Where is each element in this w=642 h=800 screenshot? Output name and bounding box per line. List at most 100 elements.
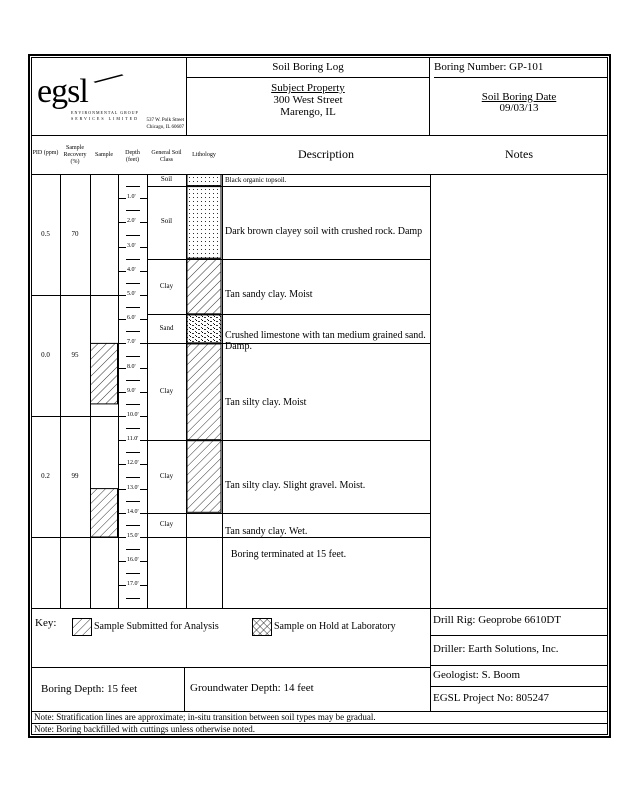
soil-class: Clay [159, 386, 174, 395]
soil-class: Clay [159, 471, 174, 480]
depth-tick [118, 295, 126, 296]
recovery-value: 70 [71, 229, 79, 238]
boring-date: Soil Boring Date 09/03/13 [430, 78, 608, 135]
layer-boundary [147, 512, 430, 514]
logo-line1: ENVIRONMENTAL GROUP [71, 110, 139, 115]
depth-label: 1.0' [126, 194, 137, 201]
depth-label: 15.0' [126, 533, 140, 539]
depth-tick [126, 403, 140, 405]
depth-tick [118, 391, 126, 393]
interval-line [31, 416, 118, 417]
address-line-1: 300 West Street [273, 94, 343, 106]
project-number: EGSL Project No: 805247 [433, 692, 549, 704]
col-depth: Depth (feet) [125, 150, 140, 163]
layer-description: Tan silty clay. Moist [225, 396, 307, 408]
outer-frame [28, 54, 611, 738]
depth-label: 14.0' [126, 508, 140, 515]
lithology-dots [186, 186, 222, 259]
key-divider [31, 608, 608, 609]
date-label: Soil Boring Date [481, 91, 557, 103]
depth-tick [126, 355, 140, 357]
key-submitted-swatch [72, 618, 92, 636]
depth-tick [140, 198, 147, 200]
soil-class: Clay [159, 519, 174, 528]
depth-tick [118, 488, 126, 490]
interval-line [31, 537, 118, 538]
depth-tick [140, 537, 147, 538]
log-title: Soil Boring Log [187, 57, 430, 78]
layer-description: Crushed limestone with tan medium graine… [225, 330, 426, 353]
column-line [90, 174, 91, 608]
depth-tick [118, 270, 126, 272]
depth-tick [140, 512, 147, 514]
info-divider [430, 608, 431, 712]
drill-rig: Drill Rig: Geoprobe 6610DT [433, 614, 562, 626]
depth-label: 13.0' [126, 484, 140, 491]
boring-number: Boring Number: GP-101 [434, 57, 608, 78]
depth-label: 2.0' [126, 218, 137, 225]
depth-label: 17.0' [126, 581, 140, 588]
depth-tick [118, 440, 126, 442]
lithology-hatch [186, 258, 222, 315]
column-line [60, 174, 61, 608]
note-2: Note: Boring backfilled with cuttings un… [34, 724, 255, 734]
row-line [31, 667, 430, 668]
key-hold-swatch [252, 618, 272, 636]
depth-tick [118, 319, 126, 321]
soil-class: Soil [160, 175, 173, 184]
depth-tick [126, 573, 140, 575]
logo-block: egsl ⟋ ENVIRONMENTAL GROUP SERVICES LIMI… [31, 57, 187, 135]
layer-boundary [147, 440, 430, 442]
depth-label: 8.0' [126, 363, 137, 370]
depth-tick [118, 416, 126, 417]
layer-description: Tan silty clay. Slight gravel. Moist. [225, 480, 366, 492]
col-notes: Notes [505, 147, 533, 161]
row-line [430, 665, 608, 666]
recovery-value: 99 [71, 471, 79, 480]
depth-tick [126, 258, 140, 260]
inner-frame [31, 57, 608, 735]
column-line [222, 174, 223, 608]
key-label: Key: [35, 617, 57, 629]
column-header-divider [31, 174, 608, 175]
column-line [186, 174, 187, 608]
soil-class: Soil [160, 217, 173, 226]
groundwater-depth: Groundwater Depth: 14 feet [190, 682, 314, 694]
depth-label: 16.0' [126, 557, 140, 564]
recovery-value: 95 [71, 350, 79, 359]
depth-label: 12.0' [126, 460, 140, 467]
depth-tick [140, 270, 147, 272]
depth-label: 3.0' [126, 242, 137, 249]
layer-boundary [147, 314, 430, 316]
depth-tick [126, 549, 140, 551]
depth-tick [126, 186, 140, 188]
column-line [430, 174, 431, 608]
depth-tick [140, 440, 147, 442]
depth-tick [140, 295, 147, 296]
depth-label: 6.0' [126, 315, 137, 322]
depth-tick [126, 331, 140, 333]
depth-tick [140, 416, 147, 417]
layer-description: Tan sandy clay. Moist [225, 289, 313, 301]
lithology-hatch [186, 440, 222, 513]
sample-submitted-mark [90, 488, 118, 538]
depth-tick [126, 428, 140, 430]
subject-label: Subject Property [271, 82, 345, 94]
pid-value: 0.2 [41, 471, 50, 480]
depth-tick [126, 282, 140, 284]
layer-description: Tan sandy clay. Wet. [225, 526, 308, 538]
col-description: Description [298, 147, 354, 161]
lithology-hatch [186, 343, 222, 441]
layer-boundary [147, 258, 430, 260]
depth-tick [140, 488, 147, 490]
logo-city: Chicago, IL 60607 [146, 125, 184, 130]
row-line [430, 635, 608, 636]
boring-depth: Boring Depth: 15 feet [41, 683, 138, 695]
row-line [31, 711, 608, 712]
depth-tick [126, 524, 140, 526]
note-1: Note: Stratification lines are approxima… [34, 712, 376, 722]
depth-tick [126, 452, 140, 454]
header-divider [31, 135, 608, 136]
column-line [118, 174, 119, 608]
